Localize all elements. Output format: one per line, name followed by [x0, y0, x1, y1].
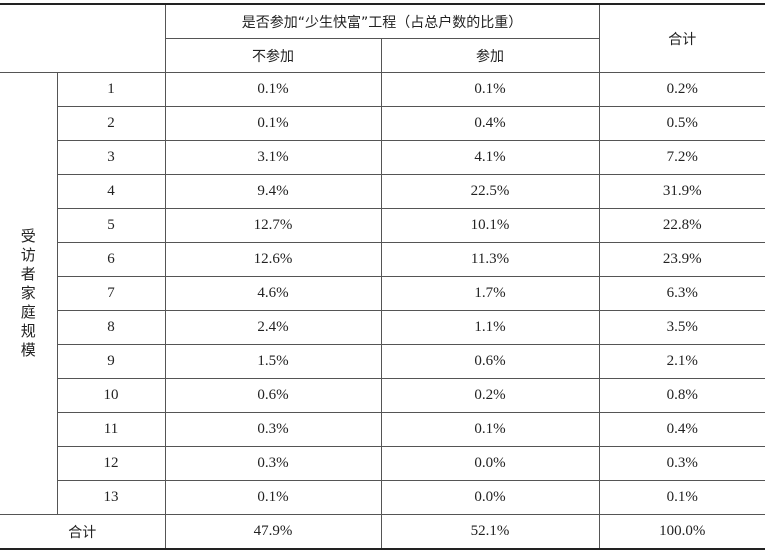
header-group-label: 是否参加“少生快富”工程（占总户数的比重）	[164, 3, 600, 39]
header-row-2: 不参加 参加	[0, 38, 765, 73]
household-size-cell: 7	[56, 276, 166, 311]
table-row: 受访者家庭规模 1 0.1% 0.1% 0.2%	[0, 72, 765, 515]
join-cell: 0.0%	[380, 480, 600, 515]
header-total: 合计	[598, 3, 765, 73]
household-size-cell: 12	[56, 446, 166, 481]
not-join-cell: 9.4%	[164, 174, 382, 209]
total-cell: 22.8%	[598, 208, 765, 243]
table-row: 10 0.6% 0.2% 0.8%	[0, 378, 765, 413]
total-join: 52.1%	[380, 514, 600, 550]
table-row: 4 9.4% 22.5% 31.9%	[0, 174, 765, 209]
header-join: 参加	[380, 38, 600, 73]
total-cell: 6.3%	[598, 276, 765, 311]
not-join-cell: 0.1%	[164, 106, 382, 141]
not-join-cell: 0.3%	[164, 412, 382, 447]
join-cell: 11.3%	[380, 242, 600, 277]
join-cell: 4.1%	[380, 140, 600, 175]
household-size-cell: 5	[56, 208, 166, 243]
join-cell: 0.6%	[380, 344, 600, 379]
total-cell: 0.3%	[598, 446, 765, 481]
household-size-cell: 10	[56, 378, 166, 413]
not-join-cell: 12.6%	[164, 242, 382, 277]
not-join-cell: 2.4%	[164, 310, 382, 345]
total-not-join: 47.9%	[164, 514, 382, 550]
table-row: 5 12.7% 10.1% 22.8%	[0, 208, 765, 243]
household-size-cell: 13	[56, 480, 166, 515]
not-join-cell: 0.6%	[164, 378, 382, 413]
join-cell: 0.2%	[380, 378, 600, 413]
total-cell: 2.1%	[598, 344, 765, 379]
join-cell: 0.4%	[380, 106, 600, 141]
join-cell: 0.0%	[380, 446, 600, 481]
total-cell: 0.2%	[598, 72, 765, 107]
table-row: 9 1.5% 0.6% 2.1%	[0, 344, 765, 379]
table-row: 11 0.3% 0.1% 0.4%	[0, 412, 765, 447]
total-cell: 0.8%	[598, 378, 765, 413]
join-cell: 0.1%	[380, 412, 600, 447]
household-size-cell: 3	[56, 140, 166, 175]
total-cell: 7.2%	[598, 140, 765, 175]
table-row: 2 0.1% 0.4% 0.5%	[0, 106, 765, 141]
total-cell: 3.5%	[598, 310, 765, 345]
row-group-label-text: 受访者家庭规模	[20, 227, 36, 359]
household-size-cell: 1	[56, 72, 166, 107]
join-cell: 0.1%	[380, 72, 600, 107]
table-row: 7 4.6% 1.7% 6.3%	[0, 276, 765, 311]
total-cell: 0.4%	[598, 412, 765, 447]
not-join-cell: 3.1%	[164, 140, 382, 175]
not-join-cell: 4.6%	[164, 276, 382, 311]
household-size-cell: 4	[56, 174, 166, 209]
table-row: 13 0.1% 0.0% 0.1%	[0, 480, 765, 515]
header-row-1: 是否参加“少生快富”工程（占总户数的比重） 合计	[0, 3, 765, 73]
not-join-cell: 0.3%	[164, 446, 382, 481]
not-join-cell: 0.1%	[164, 72, 382, 107]
table-row: 6 12.6% 11.3% 23.9%	[0, 242, 765, 277]
join-cell: 1.7%	[380, 276, 600, 311]
household-size-cell: 9	[56, 344, 166, 379]
join-cell: 22.5%	[380, 174, 600, 209]
join-cell: 10.1%	[380, 208, 600, 243]
row-group-label: 受访者家庭规模	[0, 72, 58, 515]
join-cell: 1.1%	[380, 310, 600, 345]
not-join-cell: 12.7%	[164, 208, 382, 243]
table-row: 12 0.3% 0.0% 0.3%	[0, 446, 765, 481]
household-size-cell: 2	[56, 106, 166, 141]
household-size-cell: 8	[56, 310, 166, 345]
header-not-join: 不参加	[164, 38, 382, 73]
total-cell: 31.9%	[598, 174, 765, 209]
household-size-table: 是否参加“少生快富”工程（占总户数的比重） 合计 不参加 参加 受访者家庭规模 1…	[0, 3, 765, 550]
total-total: 100.0%	[598, 514, 765, 550]
header-corner	[0, 3, 166, 73]
total-row-label: 合计	[0, 514, 166, 550]
household-size-cell: 6	[56, 242, 166, 277]
household-size-cell: 11	[56, 412, 166, 447]
total-row: 合计 47.9% 52.1% 100.0%	[0, 514, 765, 550]
total-cell: 23.9%	[598, 242, 765, 277]
table-row: 3 3.1% 4.1% 7.2%	[0, 140, 765, 175]
total-cell: 0.5%	[598, 106, 765, 141]
table-row: 8 2.4% 1.1% 3.5%	[0, 310, 765, 345]
total-cell: 0.1%	[598, 480, 765, 515]
not-join-cell: 1.5%	[164, 344, 382, 379]
not-join-cell: 0.1%	[164, 480, 382, 515]
